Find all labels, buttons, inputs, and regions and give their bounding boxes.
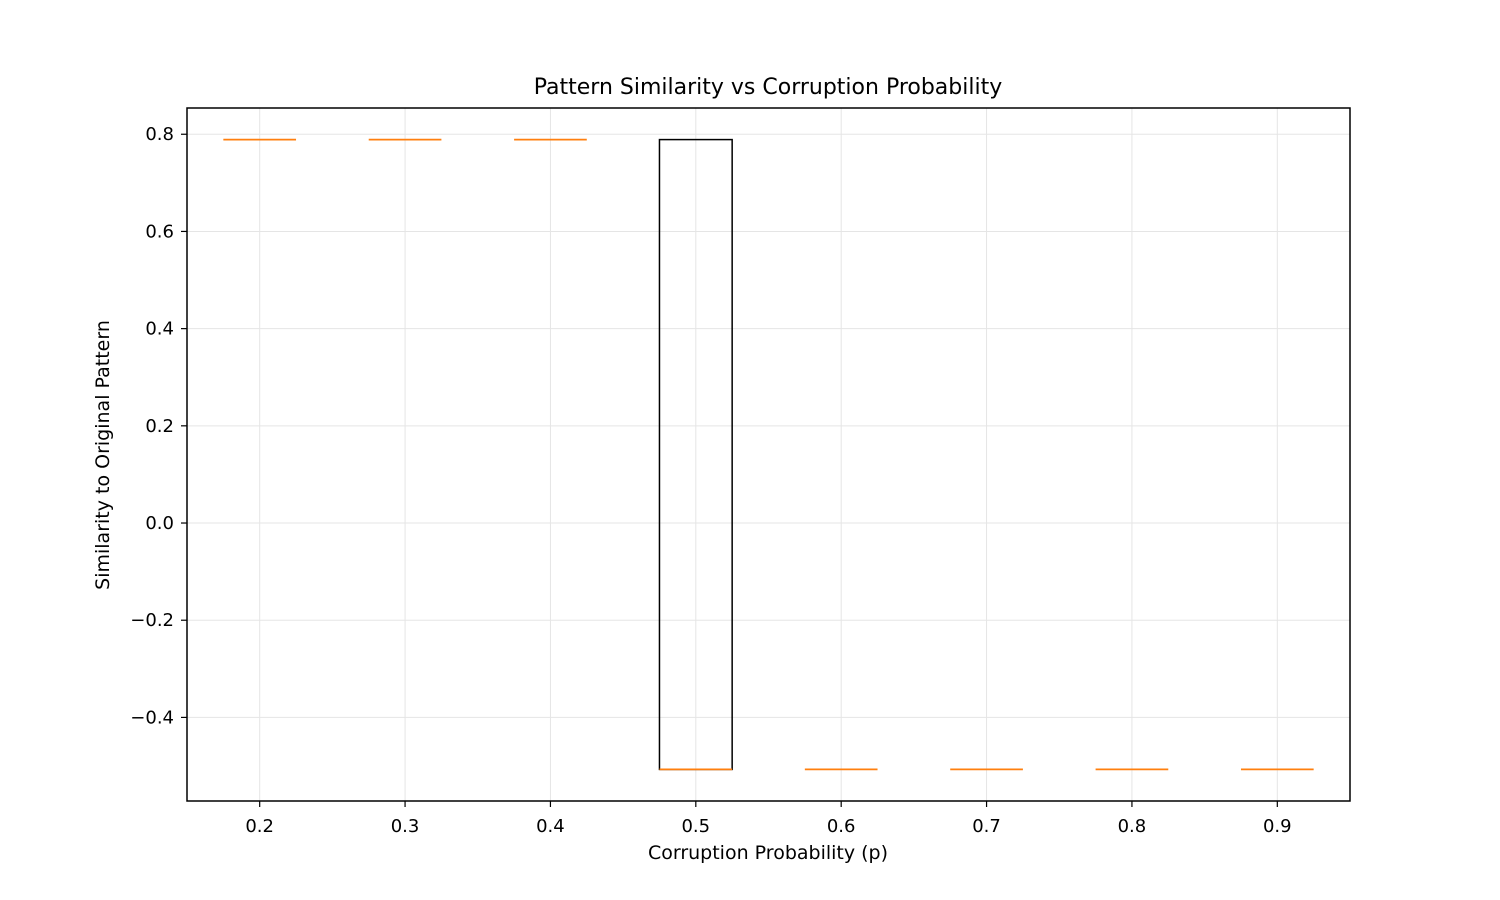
x-tick-label: 0.3	[391, 816, 420, 837]
plot-frame	[186, 107, 1351, 802]
y-tick-label: −0.4	[130, 707, 174, 728]
y-tick-label: 0.4	[145, 319, 174, 340]
x-tick-label: 0.8	[1118, 816, 1147, 837]
box-layer	[223, 138, 1314, 771]
y-tick-label: 0.6	[145, 221, 174, 242]
y-tick-label: 0.8	[145, 124, 174, 145]
x-axis-label: Corruption Probability (p)	[648, 842, 888, 864]
x-axis-ticks: 0.2 0.3 0.4 0.5 0.6 0.7 0.8 0.9	[245, 801, 1292, 837]
x-tick-label: 0.7	[972, 816, 1001, 837]
chart-title: Pattern Similarity vs Corruption Probabi…	[534, 75, 1003, 100]
x-tick-label: 0.6	[827, 816, 856, 837]
x-tick-label: 0.4	[536, 816, 565, 837]
y-tick-label: 0.0	[145, 513, 174, 534]
x-tick-label: 0.2	[245, 816, 274, 837]
y-tick-label: −0.2	[130, 610, 174, 631]
y-axis-label: Similarity to Original Pattern	[92, 320, 114, 590]
y-axis-ticks: −0.4 −0.2 0.0 0.2 0.4 0.6 0.8	[130, 124, 187, 728]
x-tick-label: 0.9	[1263, 816, 1292, 837]
y-tick-label: 0.2	[145, 416, 174, 437]
grid-layer	[187, 108, 1350, 801]
x-tick-label: 0.5	[681, 816, 710, 837]
box-0.5	[658, 138, 733, 771]
